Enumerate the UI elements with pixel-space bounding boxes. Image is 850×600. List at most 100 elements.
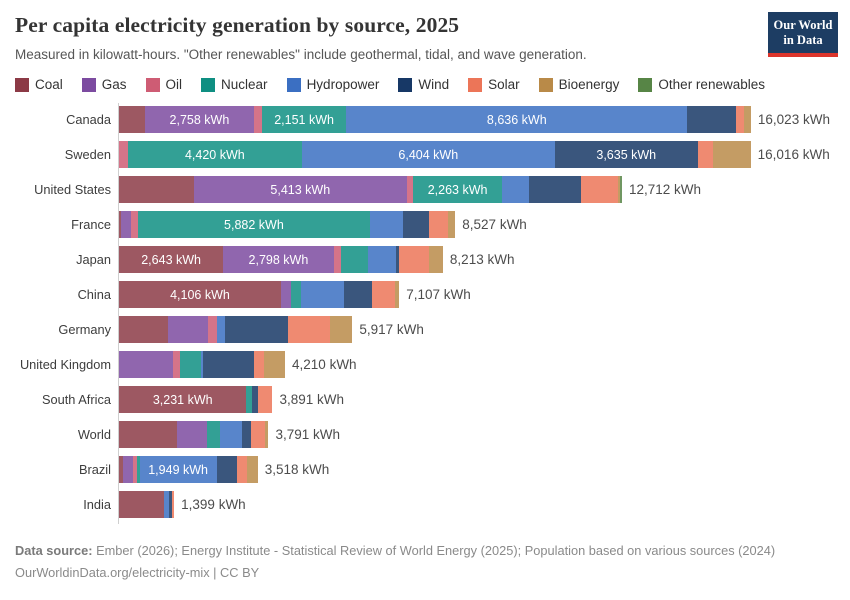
bar-segment-coal[interactable]	[119, 106, 146, 134]
bar-segment-solar[interactable]	[371, 281, 396, 309]
bar-segment-wind[interactable]	[343, 281, 372, 309]
bar-segment-solar[interactable]	[172, 491, 175, 519]
bar-segment-coal[interactable]	[119, 456, 123, 484]
bar-segment-other_renewables[interactable]	[619, 176, 622, 204]
bar-segment-gas[interactable]: 2,798 kWh	[223, 246, 334, 274]
legend-item-oil[interactable]: Oil	[145, 77, 182, 92]
bar-segment-hydropower[interactable]	[216, 316, 226, 344]
bar-segment-hydropower[interactable]: 6,404 kWh	[302, 141, 555, 169]
bar-segment-bioenergy[interactable]	[246, 456, 258, 484]
bar-segment-wind[interactable]	[169, 491, 173, 519]
bar-segment-wind[interactable]	[252, 386, 259, 414]
bar-segment-nuclear[interactable]: 4,420 kWh	[127, 141, 302, 169]
bar-segment-gas[interactable]	[176, 421, 208, 449]
bar-segment-oil[interactable]	[333, 246, 342, 274]
bar-segment-wind[interactable]	[687, 106, 737, 134]
bar-segment-hydropower[interactable]	[300, 281, 344, 309]
bar-segment-gas[interactable]	[119, 351, 174, 379]
bar-segment-hydropower[interactable]	[502, 176, 530, 204]
bar-segment-wind[interactable]: 3,635 kWh	[554, 141, 698, 169]
bar-segment-nuclear[interactable]	[207, 421, 221, 449]
bar-segment-nuclear[interactable]	[179, 351, 202, 379]
bar-segment-wind[interactable]	[225, 316, 289, 344]
bar-segment-solar[interactable]	[236, 456, 247, 484]
bar-segment-oil[interactable]	[208, 316, 217, 344]
bar-segment-gas[interactable]	[122, 456, 133, 484]
bar-segment-solar[interactable]	[399, 246, 429, 274]
bar-segment-coal[interactable]: 4,106 kWh	[119, 281, 281, 309]
bar-segment-wind[interactable]	[242, 421, 252, 449]
bar-segment-coal[interactable]	[119, 316, 169, 344]
bar-segment-gas[interactable]: 2,758 kWh	[145, 106, 254, 134]
bar-segment-hydropower[interactable]	[164, 491, 170, 519]
bar-segment-bioenergy[interactable]	[447, 211, 456, 239]
bar-segment-wind[interactable]	[529, 176, 582, 204]
bar-segment-nuclear[interactable]: 2,151 kWh	[261, 106, 347, 134]
bar-segment-oil[interactable]	[173, 351, 180, 379]
bar-segment-bioenergy[interactable]	[617, 176, 620, 204]
bar-segment-solar[interactable]	[251, 421, 266, 449]
bar-segment-gas[interactable]: 5,413 kWh	[193, 176, 408, 204]
bar-segment-wind[interactable]	[203, 351, 254, 379]
bar-segment-wind[interactable]	[403, 211, 430, 239]
bar-segment-solar[interactable]	[288, 316, 331, 344]
segment-value-label: 2,151 kWh	[274, 112, 334, 127]
bar-segment-nuclear[interactable]	[290, 281, 301, 309]
bar-segment-bioenergy[interactable]	[428, 246, 443, 274]
bar-segment-bioenergy[interactable]	[263, 351, 286, 379]
bar-segment-hydropower[interactable]: 8,636 kWh	[346, 106, 688, 134]
coal-swatch-icon	[15, 77, 29, 92]
bar-segment-gas[interactable]	[121, 211, 131, 239]
bar-segment-hydropower[interactable]	[367, 246, 396, 274]
bar-segment-coal[interactable]: 3,231 kWh	[119, 386, 247, 414]
bar-segment-solar[interactable]	[429, 211, 448, 239]
legend-item-nuclear[interactable]: Nuclear	[201, 77, 268, 92]
bar-segment-oil[interactable]	[130, 211, 138, 239]
bar-segment-bioenergy[interactable]	[395, 281, 400, 309]
bar-segment-gas[interactable]	[168, 316, 209, 344]
legend-item-solar[interactable]: Solar	[468, 77, 520, 92]
bar-segment-hydropower[interactable]	[201, 351, 204, 379]
bar-segment-solar[interactable]	[581, 176, 618, 204]
legend-item-wind[interactable]: Wind	[398, 77, 449, 92]
bar-segment-wind[interactable]	[395, 246, 400, 274]
bar-segment-coal[interactable]	[119, 176, 194, 204]
legend-item-other_renewables[interactable]: Other renewables	[638, 77, 765, 92]
bar-segment-wind[interactable]	[216, 456, 237, 484]
bar-segment-nuclear[interactable]: 2,263 kWh	[412, 176, 503, 204]
bar-segment-coal[interactable]	[119, 421, 177, 449]
owid-logo[interactable]: Our World in Data	[768, 12, 838, 57]
bar-segment-oil[interactable]	[119, 141, 128, 169]
bar-segment-nuclear[interactable]: 5,882 kWh	[137, 211, 370, 239]
legend-label: Gas	[101, 77, 127, 93]
bar-segment-coal[interactable]	[119, 491, 165, 519]
bar-segment-bioenergy[interactable]	[712, 141, 751, 169]
bar-segment-nuclear[interactable]	[341, 246, 368, 274]
bar-segment-bioenergy[interactable]	[330, 316, 353, 344]
bar-segment-solar[interactable]	[697, 141, 713, 169]
bar-segment-oil[interactable]	[253, 106, 262, 134]
legend-item-gas[interactable]: Gas	[81, 77, 127, 93]
bar-segment-bioenergy[interactable]	[743, 106, 751, 134]
legend-item-hydropower[interactable]: Hydropower	[286, 77, 379, 92]
bar-segment-coal[interactable]: 2,643 kWh	[119, 246, 224, 274]
bar-segment-solar[interactable]	[253, 351, 264, 379]
legend-item-coal[interactable]: Coal	[15, 77, 63, 92]
bar-track: 4,420 kWh 6,404 kWh 3,635 kWh	[119, 141, 751, 169]
bar-segment-hydropower[interactable]	[220, 421, 243, 449]
bar-segment-nuclear[interactable]	[136, 456, 140, 484]
segment-value-label: 6,404 kWh	[398, 147, 459, 162]
bar-segment-nuclear[interactable]	[246, 386, 253, 414]
footer-license[interactable]: OurWorldinData.org/electricity-mix | CC …	[15, 565, 260, 581]
bar-segment-oil[interactable]	[407, 176, 413, 204]
bar-segment-bioenergy[interactable]	[265, 421, 269, 449]
bar-segment-coal[interactable]	[119, 211, 122, 239]
legend-item-bioenergy[interactable]: Bioenergy	[538, 77, 619, 92]
bar-segment-gas[interactable]	[280, 281, 291, 309]
bar-segment-hydropower[interactable]	[369, 211, 404, 239]
bar-segment-hydropower[interactable]: 1,949 kWh	[139, 456, 217, 484]
bar-total-label: 16,023 kWh	[757, 112, 830, 128]
bar-segment-oil[interactable]	[132, 456, 137, 484]
bar-segment-solar[interactable]	[736, 106, 744, 134]
bar-segment-solar[interactable]	[258, 386, 273, 414]
